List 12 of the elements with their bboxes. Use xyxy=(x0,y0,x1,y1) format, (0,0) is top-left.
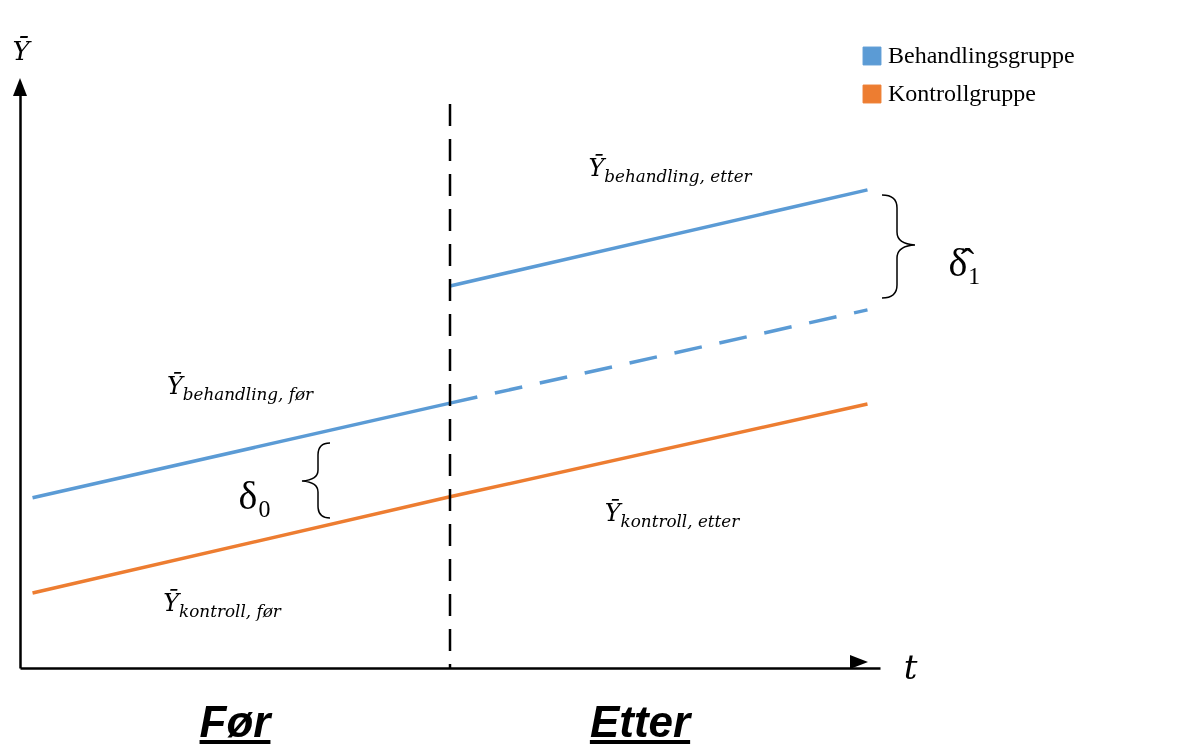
text: δ̂₁ xyxy=(948,238,982,286)
legend-label: Kontrollgruppe xyxy=(888,80,1036,106)
text: Etter xyxy=(589,697,691,747)
annotation: δ₀ xyxy=(238,471,272,519)
text: Før xyxy=(199,697,271,747)
text: Ȳ$_{behandling, etter}$ xyxy=(588,154,752,186)
x-axis-title: t xyxy=(903,646,918,687)
legend-label: Behandlingsgruppe xyxy=(888,42,1075,68)
annotation: Ȳ$_{kontroll, etter}$ xyxy=(604,499,740,531)
annotation: Ȳ$_{kontroll, før}$ xyxy=(163,589,281,621)
y-axis-title: Ȳ xyxy=(12,35,33,66)
annotation: Ȳ$_{behandling, før}$ xyxy=(166,372,314,404)
